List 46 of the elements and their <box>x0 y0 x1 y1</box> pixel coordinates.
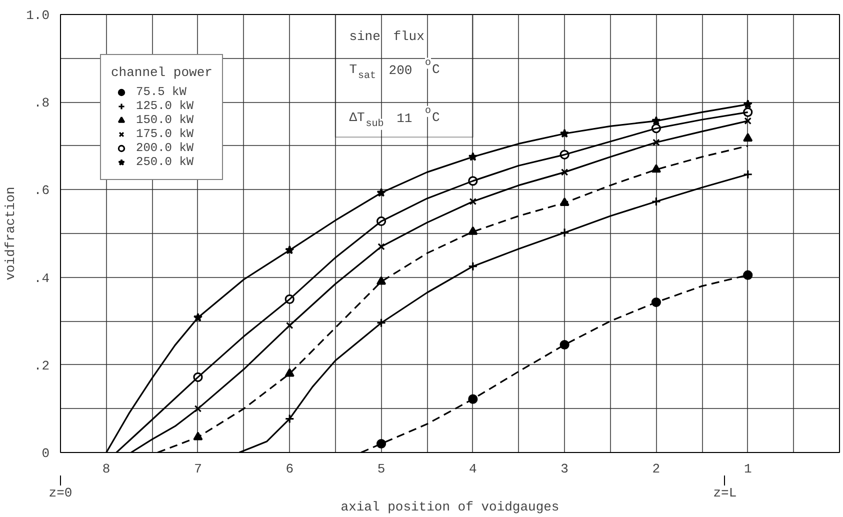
legend-label: 125.0 kW <box>136 99 194 113</box>
legend-label: 75.5 kW <box>136 85 186 99</box>
point <box>560 228 570 238</box>
point <box>651 196 662 206</box>
x-tick-label: 7 <box>194 462 202 476</box>
y-tick-label: 1.0 <box>26 8 50 23</box>
x-tick-label: 6 <box>286 462 294 476</box>
point <box>194 405 202 412</box>
annotation: sine flux <box>349 28 425 44</box>
legend-title: channel power <box>111 65 212 80</box>
point <box>468 226 478 235</box>
legend-label: 150.0 kW <box>136 113 194 127</box>
legend-label: 200.0 kW <box>136 141 194 155</box>
y-tick-label: .6 <box>34 183 50 198</box>
y-tick-label: .2 <box>34 358 50 374</box>
point <box>376 276 386 285</box>
point <box>284 368 294 377</box>
point <box>468 262 478 272</box>
x-tick-label: 5 <box>377 462 386 476</box>
point <box>560 168 568 176</box>
legend-label: 250.0 kW <box>136 155 194 169</box>
y-axis-title: voidfraction <box>3 186 18 280</box>
legend-label: 175.0 kW <box>136 127 194 141</box>
y-tick-label: 0 <box>42 446 50 461</box>
point <box>378 243 385 250</box>
x-tick-label: 1 <box>744 462 752 476</box>
point <box>376 318 386 328</box>
text: z=0 <box>48 486 72 500</box>
point <box>652 138 660 146</box>
point <box>560 340 570 350</box>
point <box>469 198 477 206</box>
point <box>286 322 294 330</box>
x-tick-label: 8 <box>102 462 110 476</box>
text: z=L <box>713 486 737 500</box>
point <box>743 170 753 180</box>
y-tick-label: .8 <box>34 96 50 111</box>
point <box>284 414 294 424</box>
x-axis-title: axial position of voidgauges <box>340 500 560 514</box>
point <box>744 117 752 125</box>
point <box>743 270 753 280</box>
x-tick-label: 3 <box>560 462 568 476</box>
point <box>376 438 386 449</box>
x-tick-label: 4 <box>469 462 478 476</box>
point <box>743 133 753 142</box>
y-tick-label: .4 <box>34 270 50 286</box>
x-tick-label: 2 <box>652 462 660 476</box>
